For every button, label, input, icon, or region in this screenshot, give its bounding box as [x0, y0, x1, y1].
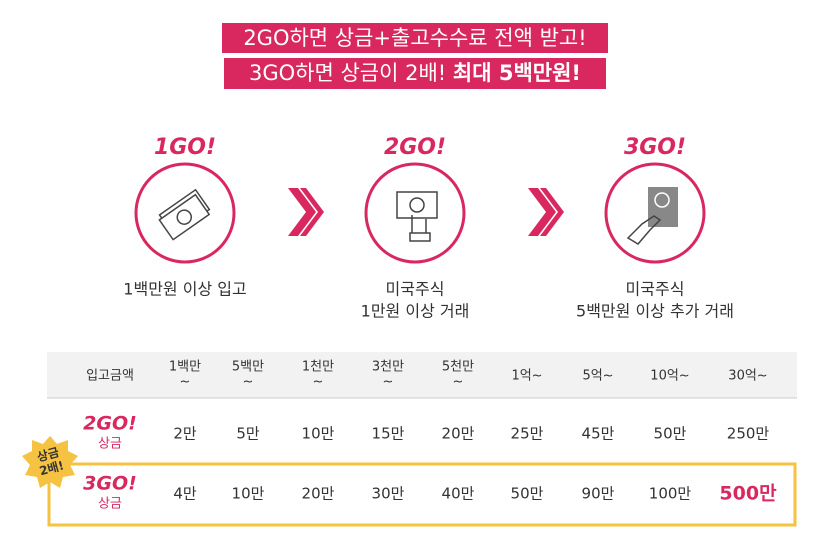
header-cell: ~ — [383, 375, 394, 390]
cell: 500만 — [719, 483, 777, 505]
header-cell: 1백만 — [169, 360, 201, 375]
step-text: 1만원 이상 거래 — [361, 302, 470, 321]
banner-line: 2GO하면 상금+출고수수료 전액 받고! — [243, 26, 586, 50]
table-header-bg — [47, 352, 797, 398]
badge — [22, 436, 78, 488]
cell: 20만 — [302, 485, 335, 503]
row-label: 2GO! — [83, 413, 137, 435]
header-cell: 5천만 — [442, 360, 474, 375]
header-cell: 10억~ — [650, 369, 689, 384]
cell: 10만 — [302, 425, 335, 443]
cell: 5만 — [236, 425, 260, 443]
header-cell: ~ — [243, 375, 254, 390]
step-text: 5백만원 이상 추가 거래 — [576, 302, 734, 321]
cell: 30만 — [372, 485, 405, 503]
header-cell: 입고금액 — [86, 369, 134, 384]
header-cell: 3천만 — [372, 360, 404, 375]
step-text: 1백만원 이상 입고 — [123, 280, 246, 299]
header-cell: ~ — [180, 375, 191, 390]
step-title: 2GO! — [384, 135, 446, 160]
row-sub: 상금 — [98, 497, 122, 512]
chevrons — [288, 188, 564, 236]
banner-bold: 최대 5백만원! — [453, 61, 581, 85]
step-circles — [134, 162, 706, 264]
cell: 250만 — [727, 425, 770, 443]
badge-text: 2배! — [38, 457, 66, 478]
cell: 50만 — [511, 485, 544, 503]
cell: 100만 — [649, 485, 692, 503]
banner-line: 3GO하면 상금이 2배! 최대 5백만원! — [249, 61, 581, 85]
step-text: 미국주식 — [386, 280, 445, 299]
header-cell: 30억~ — [728, 369, 767, 384]
step-title: 3GO! — [624, 135, 686, 160]
header-cell: ~ — [313, 375, 324, 390]
header-cell: 1천만 — [302, 360, 334, 375]
banner-bg — [224, 58, 606, 89]
row-sub: 상금 — [98, 437, 122, 452]
header-cell: 5억~ — [582, 369, 613, 384]
highlight-row — [47, 462, 797, 527]
cell: 10만 — [232, 485, 265, 503]
cell: 15만 — [372, 425, 405, 443]
cell: 20만 — [442, 425, 475, 443]
step-text: 미국주식 — [626, 280, 685, 299]
cell: 90만 — [582, 485, 615, 503]
row-label: 3GO! — [83, 473, 137, 495]
cell: 25만 — [511, 425, 544, 443]
header-cell: 1억~ — [511, 369, 542, 384]
step-title: 1GO! — [154, 135, 216, 160]
icons — [158, 187, 678, 245]
cell: 4만 — [173, 485, 197, 503]
badge-text: 상금 — [35, 444, 60, 464]
cell: 50만 — [654, 425, 687, 443]
cell: 2만 — [173, 425, 197, 443]
banner-text: 3GO하면 상금이 2배! — [249, 61, 453, 85]
cell: 40만 — [442, 485, 475, 503]
header-cell: ~ — [453, 375, 464, 390]
header-cell: 5백만 — [232, 360, 264, 375]
banner-bg — [222, 23, 608, 53]
cell: 45만 — [582, 425, 615, 443]
